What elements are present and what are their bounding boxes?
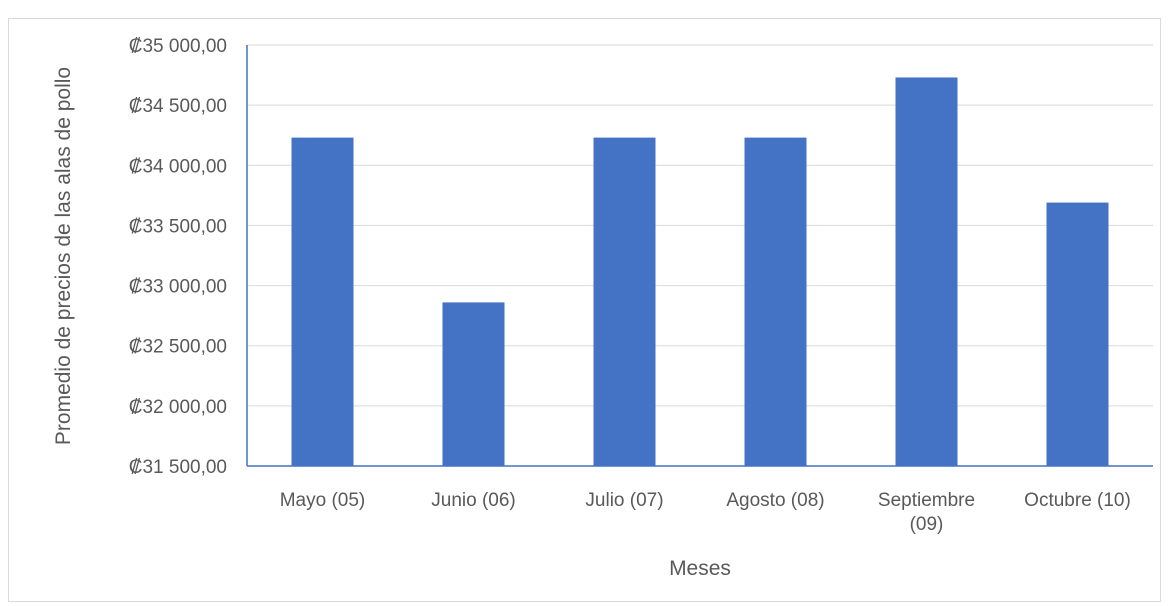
bar — [895, 77, 958, 466]
y-tick-label: ₡35 000,00 — [129, 36, 227, 57]
x-tick-label: Mayo (05) — [280, 490, 366, 511]
x-tick-label: Septiembre (09) — [878, 490, 975, 535]
x-tick-labels: Mayo (05) Junio (06) Julio (07) Agosto (08)… — [280, 490, 1131, 535]
x-tick-label: Junio (06) — [431, 490, 516, 511]
y-tick-labels: ₡31 500,00 ₡32 000,00 ₡32 500,00 ₡33 000,00… — [129, 36, 227, 478]
x-tick-label: Octubre (10) — [1024, 490, 1131, 511]
bars — [291, 77, 1109, 466]
y-tick-label: ₡34 000,00 — [129, 156, 227, 177]
gridlines — [247, 44, 1153, 407]
bar — [1046, 202, 1109, 466]
y-tick-label: ₡32 500,00 — [129, 337, 227, 358]
bar — [744, 137, 807, 466]
bar — [291, 137, 354, 466]
axes — [246, 45, 1153, 467]
y-tick-label: ₡32 000,00 — [129, 397, 227, 418]
x-tick-label: Julio (07) — [585, 490, 663, 511]
y-axis-title: Promedio de precios de las alas de pollo — [52, 67, 75, 445]
bar — [442, 302, 505, 466]
y-tick-label: ₡31 500,00 — [129, 457, 227, 478]
y-tick-label: ₡33 500,00 — [129, 216, 227, 237]
chart-frame — [8, 18, 1161, 602]
x-tick-label: Agosto (08) — [726, 490, 824, 511]
y-tick-label: ₡34 500,00 — [129, 96, 227, 117]
bar — [593, 137, 656, 466]
x-axis-title: Meses — [669, 557, 731, 580]
y-tick-label: ₡33 000,00 — [129, 277, 227, 298]
